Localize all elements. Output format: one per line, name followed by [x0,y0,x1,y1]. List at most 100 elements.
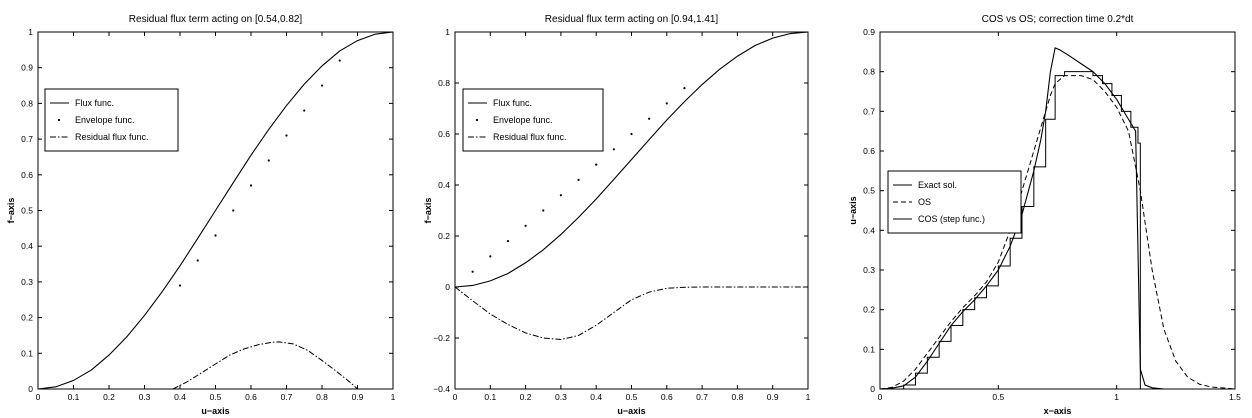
y-tick-label: 0.2 [863,305,875,315]
legend-box [462,88,604,152]
x-tick-label: 1 [1114,392,1119,402]
legend-label: Exact sol. [918,180,957,190]
series-line-3 [454,286,808,341]
y-tick-label: 0.8 [21,98,33,108]
x-tick-label: 0 [878,392,883,402]
x-tick-label: 0 [453,392,458,402]
x-tick-label: 0.9 [352,392,364,402]
x-axis-label: x−axis [1044,406,1072,416]
x-tick-label: 0.7 [696,392,708,402]
x-tick-label: 0.2 [520,392,532,402]
y-tick-label: 0.8 [438,78,450,88]
legend-label: COS (step func.) [918,214,985,224]
x-tick-label: 0.6 [245,392,257,402]
y-axis-label: u−axis [848,196,858,224]
y-tick-label: 0.6 [438,129,450,139]
y-tick-label: 0.2 [21,313,33,323]
y-tick-label: 0.3 [21,277,33,287]
data-point [506,240,510,243]
x-axis-label: u−axis [617,406,645,416]
data-point [267,159,270,162]
y-tick-label: 0.7 [863,106,875,116]
legend-label: Envelope func. [75,115,135,125]
data-point [524,224,527,227]
x-tick-label: 0.7 [281,392,293,402]
data-point [178,284,182,287]
data-point [559,194,563,197]
y-tick-label: 0.8 [863,67,875,77]
series-line-1 [37,31,394,390]
plot-area-frame [454,31,809,390]
legend-label: Residual flux func. [493,132,567,142]
y-tick-label: 0.1 [863,344,875,354]
x-tick-label: 0.8 [731,392,743,402]
data-point [320,84,324,87]
x-tick-label: 0.3 [139,392,151,402]
y-tick-label: 1 [445,27,450,37]
data-point [249,184,253,187]
y-tick-label: 0.4 [438,180,450,190]
y-tick-label: 0.9 [21,63,33,73]
y-tick-label: 0.4 [863,225,875,235]
data-point [577,178,580,181]
data-point [196,259,199,262]
legend-label: OS [918,197,931,207]
series-line-3 [880,71,1235,390]
chart-title: Residual flux term acting on [0.54,0.82] [129,14,303,25]
y-tick-label: 0.6 [21,170,33,180]
x-tick-label: 0.5 [626,392,638,402]
legend-swatch [57,118,61,122]
chart-panel-3: COS vs OS; correction time 0.2*dt x−axis u… [848,14,1241,416]
y-tick-label: 0 [28,384,33,394]
chart-title: Residual flux term acting on [0.94,1.41] [545,14,719,25]
series-line-3 [172,341,358,390]
x-tick-label: 0.4 [174,392,186,402]
data-point [683,87,686,90]
x-tick-label: 0 [36,392,41,402]
data-point [214,234,217,237]
y-tick-label: 0.4 [21,241,33,251]
y-tick-label: 0.5 [21,206,33,216]
data-point [285,134,288,137]
y-tick-label: 0.3 [863,265,875,275]
legend-label: Flux func. [75,98,114,108]
y-tick-label: 0.7 [21,134,33,144]
y-tick-label: 0.2 [438,231,450,241]
x-tick-label: 0.1 [484,392,496,402]
chart-panel-2: Residual flux term acting on [0.94,1.41]… [423,14,811,416]
series-line-2 [879,75,1236,390]
y-tick-label: −0.2 [433,333,450,343]
chart-title: COS vs OS; correction time 0.2*dt [982,14,1134,25]
data-point [489,255,492,258]
data-point [648,117,651,120]
x-tick-label: 0.5 [210,392,222,402]
x-tick-label: 0.1 [68,392,80,402]
data-point [612,148,615,151]
data-point [232,209,235,212]
data-point [665,102,668,105]
data-point [542,209,545,212]
y-tick-label: 0 [870,384,875,394]
y-axis-label: f−axis [423,198,433,224]
x-tick-label: 0.5 [992,392,1004,402]
legend-box [44,88,179,152]
plot-area-frame [879,31,1236,390]
y-tick-label: 1 [28,27,33,37]
x-tick-label: 0.2 [103,392,115,402]
x-tick-label: 1.5 [1229,392,1241,402]
y-tick-label: −0.4 [433,384,450,394]
x-tick-label: 0.9 [767,392,779,402]
data-point [338,59,341,62]
legend: Exact sol. OS COS (step func.) [887,170,1022,234]
y-axis-label: f−axis [6,198,16,224]
data-point [303,109,306,112]
x-tick-label: 1 [391,392,396,402]
y-tick-label: 0.5 [863,186,875,196]
x-tick-label: 0.6 [661,392,673,402]
x-tick-label: 0.3 [555,392,567,402]
y-tick-label: 0.9 [863,27,875,37]
chart-panel-1: Residual flux term acting on [0.54,0.82]… [6,14,396,416]
legend: Flux func. Envelope func. Residual flux fu… [462,88,604,152]
legend-swatch [475,118,479,122]
